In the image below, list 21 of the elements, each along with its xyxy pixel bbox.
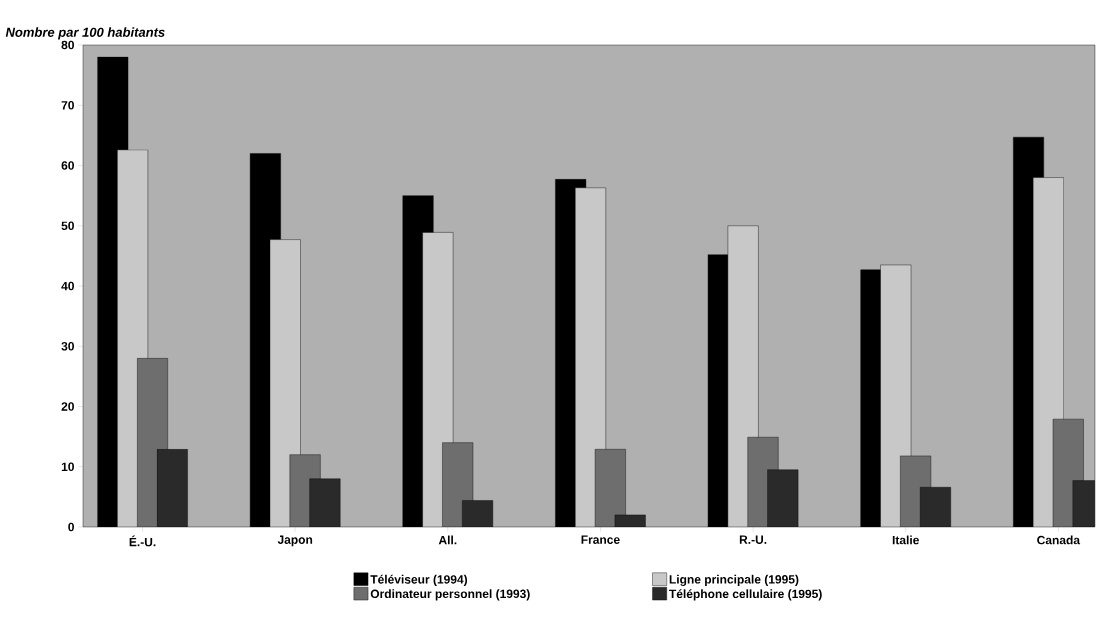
y-tick-label: 0 — [68, 522, 74, 532]
y-tick-label: 40 — [61, 281, 74, 291]
x-tick-label: All. — [438, 535, 457, 545]
x-tick-label: Canada — [1037, 535, 1081, 545]
legend-label: Ordinateur personnel (1993) — [370, 589, 530, 601]
legend-label: Téléviseur (1994) — [370, 574, 468, 587]
y-tick-label: 60 — [61, 161, 74, 170]
y-axis-title: Nombre par 100 habitants — [5, 27, 165, 40]
x-tick-label: France — [581, 535, 620, 544]
legend-label: Ligne principale (1995) — [669, 574, 799, 587]
y-tick-label: 50 — [61, 221, 74, 230]
x-tick-label: Japon — [277, 535, 313, 547]
y-tick-label: 10 — [61, 462, 74, 471]
y-tick-label: 70 — [61, 101, 74, 110]
x-tick-label: R.-U. — [739, 535, 767, 544]
y-tick-label: 20 — [61, 402, 74, 411]
x-tick-label: É.-U. — [129, 535, 156, 547]
y-tick-label: 80 — [61, 40, 74, 50]
x-tick-label: Italie — [892, 535, 919, 545]
y-tick-label: 30 — [61, 342, 74, 351]
legend-label: Téléphone cellulaire (1995) — [669, 589, 822, 601]
